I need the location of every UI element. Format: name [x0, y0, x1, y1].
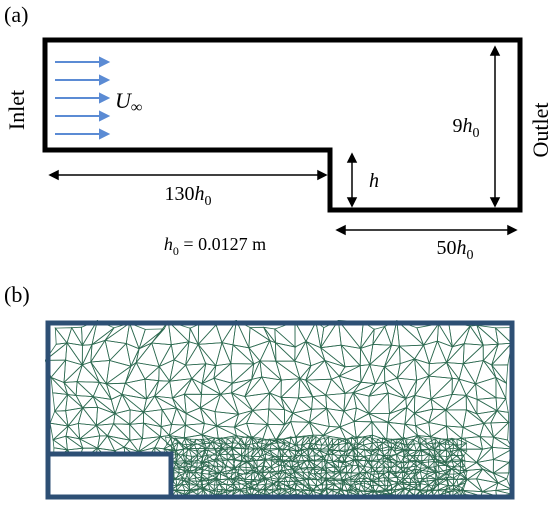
panel-b	[45, 320, 515, 500]
inlet-arrows	[55, 58, 108, 138]
dim-50h0-text: 50h0	[437, 237, 474, 263]
panel-b-label: (b)	[4, 282, 30, 308]
h0-note: h0 = 0.0127 m	[164, 234, 266, 258]
panel-a-svg: Inlet Outlet	[0, 0, 560, 300]
panel-b-svg	[45, 320, 515, 500]
dim-h-text: h	[369, 170, 379, 192]
dim-9h0-text: 9h0	[453, 115, 480, 141]
outlet-label: Outlet	[528, 103, 553, 158]
dim-9h0-arrow	[491, 47, 499, 206]
dim-50h0-arrow	[337, 226, 516, 234]
dim-130h0-arrow	[50, 171, 326, 179]
step-cavity	[48, 454, 171, 497]
inlet-label: Inlet	[4, 90, 29, 130]
arrow-icon	[55, 94, 108, 102]
dim-130h0-text: 130h0	[165, 183, 212, 209]
arrow-icon	[55, 130, 108, 138]
dim-h-arrow	[348, 154, 356, 206]
figure-container: (a) Inlet Outlet	[0, 0, 560, 512]
domain-outline	[45, 40, 520, 210]
panel-a: Inlet Outlet	[0, 0, 560, 300]
arrow-icon	[55, 112, 108, 120]
velocity-label: U∞	[115, 88, 142, 116]
arrow-icon	[55, 76, 108, 84]
arrow-icon	[55, 58, 108, 66]
